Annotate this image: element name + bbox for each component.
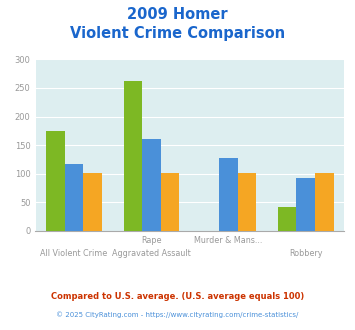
Text: Robbery: Robbery — [289, 249, 322, 258]
Bar — [83, 173, 102, 231]
Text: © 2025 CityRating.com - https://www.cityrating.com/crime-statistics/: © 2025 CityRating.com - https://www.city… — [56, 311, 299, 317]
Bar — [315, 173, 334, 231]
Bar — [238, 173, 256, 231]
Bar — [46, 131, 65, 231]
Text: Violent Crime Comparison: Violent Crime Comparison — [70, 26, 285, 41]
Text: Murder & Mans...: Murder & Mans... — [194, 236, 263, 245]
Text: Aggravated Assault: Aggravated Assault — [112, 249, 191, 258]
Text: All Violent Crime: All Violent Crime — [40, 249, 108, 258]
Bar — [160, 173, 179, 231]
Bar — [296, 178, 315, 231]
Text: Compared to U.S. average. (U.S. average equals 100): Compared to U.S. average. (U.S. average … — [51, 292, 304, 301]
Bar — [278, 207, 296, 231]
Bar — [219, 158, 238, 231]
Bar — [142, 140, 160, 231]
Bar — [65, 163, 83, 231]
Text: Rape: Rape — [141, 236, 162, 245]
Text: 2009 Homer: 2009 Homer — [127, 7, 228, 21]
Bar — [124, 81, 142, 231]
